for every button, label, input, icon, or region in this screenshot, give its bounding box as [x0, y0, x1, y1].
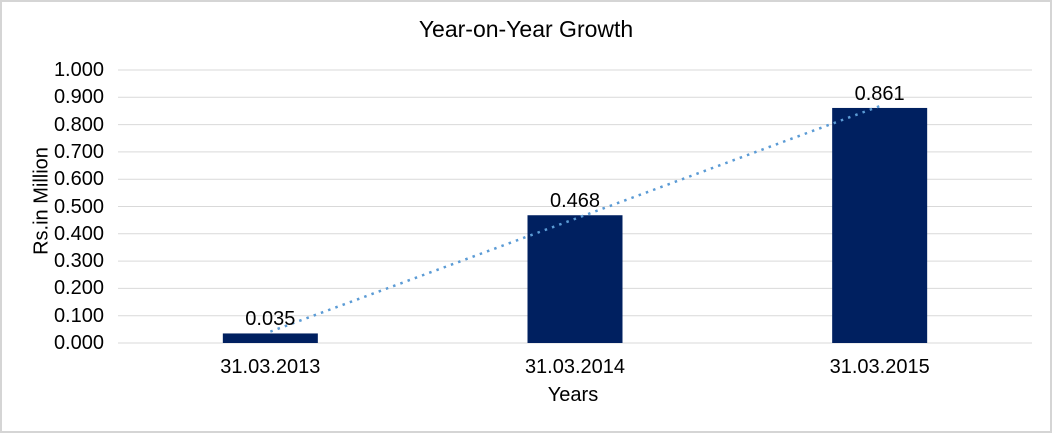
y-tick-label: 0.800 [53, 113, 104, 136]
chart-title: Year-on-Year Growth [418, 16, 634, 42]
bar-31.03.2013 [222, 333, 318, 343]
x-axis-title: Years [547, 384, 599, 406]
bar-31.03.2015 [832, 107, 928, 344]
category-label: 31.03.2013 [220, 356, 321, 378]
y-tick-label: 0.600 [53, 168, 104, 191]
bar-31.03.2014 [527, 215, 623, 343]
y-tick-label: 0.400 [53, 222, 104, 245]
y-tick-label: 0.100 [53, 304, 104, 327]
bar-data-label: 0.035 [245, 308, 296, 331]
y-tick-label: 0.900 [53, 86, 104, 109]
y-tick-label: 0.300 [53, 250, 104, 273]
category-label: 31.03.2015 [829, 356, 930, 378]
y-tick-label: 0.200 [53, 277, 104, 300]
bar-data-label: 0.468 [549, 190, 601, 213]
y-tick-label: 0.500 [53, 195, 104, 218]
y-tick-label: 0.000 [53, 332, 104, 354]
y-tick-label: 0.700 [53, 140, 104, 163]
y-tick-label: 1.000 [53, 59, 104, 81]
category-label: 31.03.2014 [524, 356, 626, 378]
bar-data-label: 0.861 [854, 82, 905, 105]
trendline [269, 104, 881, 333]
